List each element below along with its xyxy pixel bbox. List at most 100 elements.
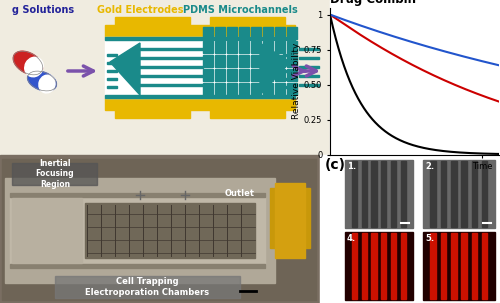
Ellipse shape — [28, 71, 56, 91]
Text: Inertial
Focusing
Region: Inertial Focusing Region — [36, 159, 74, 189]
Bar — [105, 98, 295, 110]
Bar — [138, 56, 203, 59]
Bar — [275, 55, 285, 67]
Text: 2.: 2. — [425, 162, 434, 171]
Bar — [275, 183, 305, 258]
Bar — [391, 233, 396, 299]
Bar — [263, 41, 273, 53]
Bar — [287, 55, 297, 67]
Bar — [227, 41, 237, 53]
Bar — [352, 161, 358, 227]
Text: PDMS Microchannels: PDMS Microchannels — [182, 5, 298, 15]
Bar — [275, 27, 285, 39]
Bar — [251, 69, 261, 81]
Bar — [372, 161, 377, 227]
Bar — [283, 54, 293, 56]
Bar — [138, 84, 203, 86]
Bar — [107, 78, 117, 80]
Bar — [263, 55, 273, 67]
Bar — [482, 233, 488, 299]
Bar — [381, 233, 386, 299]
Bar — [283, 62, 293, 64]
Bar — [203, 69, 213, 81]
Bar — [362, 233, 367, 299]
Bar — [352, 233, 358, 299]
Bar — [55, 276, 240, 298]
Bar — [251, 83, 261, 95]
Bar — [270, 188, 310, 248]
Bar — [227, 27, 237, 39]
Bar — [372, 233, 377, 299]
Bar — [440, 233, 446, 299]
Bar — [299, 84, 319, 86]
Text: Cell Trapping
Electroporation Chambers: Cell Trapping Electroporation Chambers — [85, 277, 209, 297]
Bar — [10, 193, 265, 268]
Text: Drug Combin: Drug Combin — [330, 0, 416, 6]
Bar — [107, 70, 117, 72]
Bar — [2, 159, 316, 300]
Bar — [472, 161, 477, 227]
Bar — [215, 27, 225, 39]
Bar — [12, 198, 82, 263]
Bar — [482, 161, 488, 227]
Ellipse shape — [14, 51, 42, 75]
Bar — [263, 83, 273, 95]
Bar — [430, 233, 436, 299]
Bar — [283, 86, 293, 88]
Text: Outlet: Outlet — [225, 189, 255, 198]
Bar — [275, 69, 285, 81]
Bar — [287, 83, 297, 95]
Bar — [423, 160, 495, 228]
Bar — [251, 55, 261, 67]
Bar — [263, 27, 273, 39]
Bar — [138, 48, 203, 50]
Bar — [12, 163, 97, 185]
Bar — [215, 41, 225, 53]
Bar — [283, 70, 293, 72]
Bar — [440, 161, 446, 227]
Bar — [0, 155, 320, 303]
Bar — [239, 41, 249, 53]
Bar — [115, 17, 190, 25]
Bar — [107, 62, 117, 64]
Bar — [299, 48, 319, 50]
Bar — [210, 110, 285, 118]
Bar — [107, 86, 117, 88]
Bar — [400, 161, 406, 227]
Bar — [345, 160, 413, 228]
Bar — [138, 75, 203, 77]
Bar — [0, 0, 330, 155]
Bar — [287, 27, 297, 39]
Bar — [105, 25, 295, 37]
Bar — [239, 27, 249, 39]
Bar — [5, 178, 275, 283]
Bar — [423, 232, 495, 300]
Bar — [381, 161, 386, 227]
Bar — [215, 69, 225, 81]
Bar — [10, 264, 265, 268]
Bar — [283, 78, 293, 80]
Text: 4.: 4. — [347, 234, 356, 243]
Y-axis label: Relative Viability: Relative Viability — [292, 43, 301, 119]
Bar — [227, 55, 237, 67]
Bar — [10, 193, 265, 197]
Bar — [299, 75, 319, 77]
Bar — [330, 0, 500, 155]
Bar — [320, 155, 500, 303]
Bar — [263, 69, 273, 81]
Bar — [462, 161, 467, 227]
Bar — [215, 83, 225, 95]
Text: 1.: 1. — [347, 162, 356, 171]
Bar — [105, 37, 295, 98]
Bar — [107, 54, 117, 56]
Bar — [105, 95, 295, 98]
Polygon shape — [260, 43, 290, 95]
Bar — [85, 203, 255, 258]
Bar — [203, 83, 213, 95]
Bar — [472, 233, 477, 299]
Text: Gold Electrodes: Gold Electrodes — [97, 5, 183, 15]
Bar — [215, 55, 225, 67]
Bar — [203, 55, 213, 67]
Text: (c): (c) — [325, 158, 346, 172]
Ellipse shape — [24, 57, 44, 77]
